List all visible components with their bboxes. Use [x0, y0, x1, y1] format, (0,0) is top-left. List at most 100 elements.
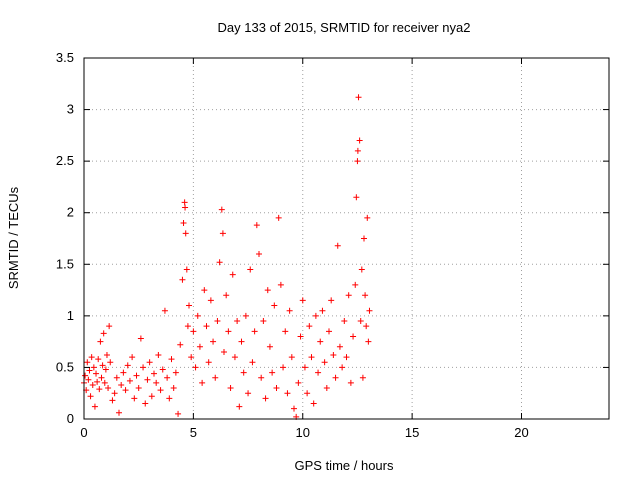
data-point: [140, 364, 147, 371]
data-point: [102, 366, 109, 373]
data-point: [183, 266, 190, 273]
data-point: [97, 338, 104, 345]
data-point: [155, 352, 162, 359]
data-point: [85, 376, 92, 383]
data-point: [330, 352, 337, 359]
data-point: [299, 297, 306, 304]
y-tick-label: 3: [67, 102, 74, 117]
data-point: [159, 366, 166, 373]
data-point: [91, 403, 98, 410]
data-point: [90, 364, 97, 371]
data-point: [116, 409, 122, 416]
data-point: [111, 390, 118, 397]
data-point: [188, 354, 195, 361]
data-point: [359, 374, 366, 381]
y-tick-label: 0: [67, 411, 74, 426]
data-point: [190, 328, 197, 335]
data-point: [107, 359, 114, 366]
data-point: [334, 242, 341, 249]
data-point: [251, 328, 258, 335]
data-point: [135, 385, 142, 392]
data-point: [350, 333, 357, 340]
data-point: [319, 307, 326, 314]
data-point: [247, 266, 254, 273]
chart-title: Day 133 of 2015, SRMTID for receiver nya…: [218, 20, 471, 35]
data-point: [172, 369, 179, 376]
data-point: [240, 369, 247, 376]
data-point: [98, 374, 105, 381]
data-point: [175, 410, 182, 417]
x-axis-ticks: 0 5 10 15 20: [80, 58, 529, 440]
data-point: [106, 323, 113, 330]
x-axis-label: GPS time / hours: [295, 458, 394, 473]
data-point: [218, 206, 225, 213]
data-point: [308, 354, 315, 361]
x-tick-label: 10: [296, 425, 310, 440]
data-point: [275, 214, 282, 221]
data-point: [203, 323, 210, 330]
y-tick-label: 3.5: [56, 50, 74, 65]
data-point: [352, 281, 359, 288]
data-point: [343, 354, 350, 361]
data-point: [184, 323, 191, 330]
data-point: [231, 354, 238, 361]
data-point: [328, 297, 335, 304]
data-point: [282, 328, 289, 335]
data-point: [361, 235, 367, 242]
data-point: [196, 343, 203, 350]
data-point: [264, 287, 271, 294]
data-point: [269, 369, 276, 376]
data-point: [358, 266, 365, 273]
data-point: [94, 378, 101, 385]
data-point: [221, 348, 227, 355]
data-point: [105, 385, 112, 392]
data-point: [109, 397, 116, 404]
data-point: [364, 214, 371, 221]
data-point: [317, 338, 324, 345]
data-point: [179, 276, 186, 283]
y-tick-label: 2: [67, 205, 74, 220]
data-point: [234, 318, 241, 325]
data-point: [297, 333, 304, 340]
x-tick-label: 20: [514, 425, 528, 440]
data-point: [96, 386, 103, 393]
x-tick-label: 5: [190, 425, 197, 440]
data-point: [339, 364, 346, 371]
data-point: [82, 372, 89, 379]
data-point: [95, 356, 102, 363]
data-point: [137, 335, 144, 342]
data-point: [89, 381, 96, 388]
data-point: [142, 400, 149, 407]
data-point: [321, 359, 328, 366]
data-point: [161, 307, 168, 314]
data-point: [216, 259, 223, 266]
data-point: [124, 362, 131, 369]
data-point: [157, 387, 164, 394]
data-point: [120, 369, 127, 376]
data-point: [236, 403, 243, 410]
data-point: [354, 147, 361, 154]
y-tick-label: 1: [67, 308, 74, 323]
data-point: [253, 222, 260, 229]
data-point: [199, 379, 206, 386]
data-point: [186, 302, 192, 309]
data-point: [168, 356, 175, 363]
data-point: [205, 359, 212, 366]
data-point: [214, 318, 221, 325]
data-point: [223, 292, 230, 299]
data-point: [219, 230, 226, 237]
data-point: [315, 369, 322, 376]
grid-lines: [84, 58, 609, 419]
data-point: [181, 199, 188, 206]
data-point: [310, 400, 317, 407]
data-point: [238, 338, 245, 345]
data-point: [122, 387, 129, 394]
data-point: [301, 364, 308, 371]
data-point: [273, 385, 280, 392]
data-point: [225, 328, 232, 335]
y-axis-label: SRMTID / TECUs: [6, 186, 21, 289]
data-point: [256, 250, 262, 257]
data-point: [101, 379, 108, 386]
data-point: [353, 194, 360, 201]
